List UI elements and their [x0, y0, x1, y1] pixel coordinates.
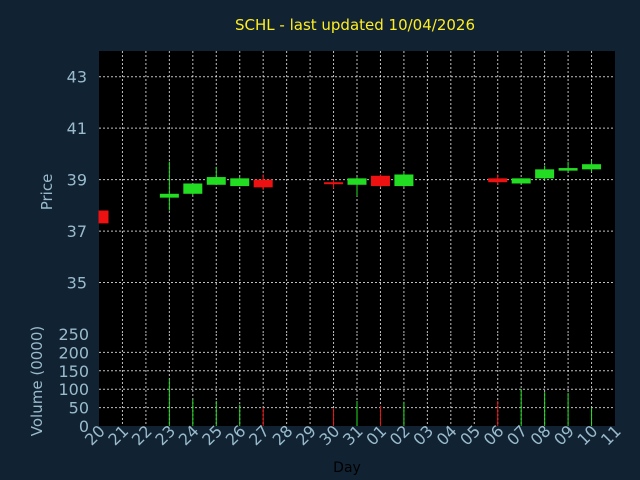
candle-body: [347, 178, 367, 185]
x-axis-ticks: 2021222324252627282930310102030405060708…: [81, 421, 625, 449]
volume-tick-label: 250: [58, 325, 89, 344]
volume-tick-label: 100: [58, 380, 89, 399]
candle-body: [370, 175, 390, 187]
candle-body: [99, 210, 109, 224]
candle-body: [394, 174, 414, 187]
candle-body: [183, 183, 203, 194]
price-tick-label: 43: [67, 68, 87, 87]
x-axis-label: Day: [333, 460, 361, 476]
price-y-ticks: 35 37 39 41 43: [67, 68, 87, 293]
volume-tick-label: 0: [79, 417, 89, 436]
candle-body: [558, 168, 578, 171]
volume-tick-label: 200: [58, 343, 89, 362]
candle-body: [324, 182, 344, 185]
volume-axis-label: Volume (0000): [28, 326, 46, 436]
candle-body: [206, 177, 226, 185]
volume-tick-label: 150: [58, 362, 89, 381]
candle-body: [488, 178, 508, 183]
price-tick-label: 35: [67, 274, 87, 293]
candlesticks: [98, 160, 602, 224]
price-tick-label: 39: [67, 171, 87, 190]
candle-body: [230, 178, 250, 187]
price-axis-label: Price: [38, 174, 56, 211]
volume-tick-label: 50: [69, 399, 89, 418]
volume-bars: [168, 378, 593, 426]
chart-title: SCHL - last updated 10/04/2026: [235, 16, 475, 34]
price-tick-label: 37: [67, 222, 87, 241]
price-tick-label: 41: [67, 119, 87, 138]
candle-body: [582, 164, 602, 170]
candle-body: [159, 193, 179, 198]
candle-body: [253, 179, 273, 188]
candle-body: [511, 178, 531, 184]
candle-body: [535, 169, 555, 179]
